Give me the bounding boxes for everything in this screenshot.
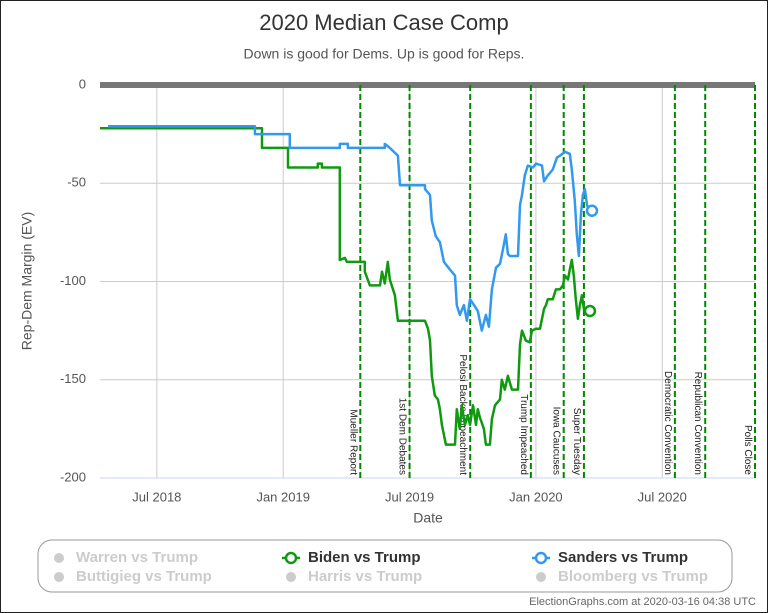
legend-item: Harris vs Trump: [286, 568, 422, 585]
x-tick-label: Jul 2020: [638, 489, 687, 504]
y-tick-label: -150: [60, 371, 86, 386]
x-tick-label: Jul 2019: [385, 489, 434, 504]
event-label: Iowa Caucuses: [551, 407, 562, 475]
chart-subtitle: Down is good for Dems. Up is good for Re…: [244, 46, 525, 62]
y-tick-label: -200: [60, 469, 86, 484]
y-tick-label: -50: [67, 175, 86, 190]
legend-item: Warren vs Trump: [54, 549, 198, 566]
legend-item: Buttigieg vs Trump: [54, 568, 212, 585]
legend-item: Bloomberg vs Trump: [536, 568, 708, 585]
event-label: Trump Impeached: [518, 394, 529, 475]
legend-item: Sanders vs Trump: [532, 549, 688, 566]
event-label: Democratic Convention: [662, 371, 673, 475]
legend-label: Buttigieg vs Trump: [76, 568, 212, 585]
end-marker: [583, 304, 597, 318]
legend-box: [37, 539, 733, 593]
legend-label: Harris vs Trump: [308, 568, 422, 585]
footer: ElectionGraphs.com at 2020-03-16 04:38 U…: [529, 596, 756, 608]
x-tick-label: Jan 2019: [256, 489, 310, 504]
event-label: Republican Convention: [692, 372, 703, 475]
legend-marker: [54, 572, 64, 582]
legend-marker: [534, 551, 548, 565]
legend-marker: [286, 572, 296, 582]
y-tick-label: 0: [79, 76, 86, 91]
event-label: Super Tuesday: [571, 408, 582, 475]
series-line: [100, 126, 588, 446]
legend-label: Bloomberg vs Trump: [558, 568, 708, 585]
legend-label: Sanders vs Trump: [558, 549, 688, 566]
end-marker: [585, 204, 599, 218]
legend-marker: [54, 553, 64, 563]
chart-title: 2020 Median Case Comp: [259, 10, 508, 35]
event-label: Mueller Report: [347, 409, 358, 475]
legend-item: Biden vs Trump: [282, 549, 421, 566]
x-tick-label: Jan 2020: [509, 489, 563, 504]
x-axis-label: Date: [413, 510, 443, 526]
event-label: Polls Close: [742, 425, 753, 475]
legend-label: Biden vs Trump: [308, 549, 421, 566]
legend-label: Warren vs Trump: [76, 549, 198, 566]
legend-marker: [536, 572, 546, 582]
y-tick-label: -100: [60, 273, 86, 288]
event-label: 1st Dem Debates: [397, 398, 408, 475]
y-axis-label: Rep-Dem Margin (EV): [19, 212, 35, 350]
x-tick-label: Jul 2018: [132, 489, 181, 504]
legend-marker: [284, 551, 298, 565]
series-line: [108, 125, 591, 332]
